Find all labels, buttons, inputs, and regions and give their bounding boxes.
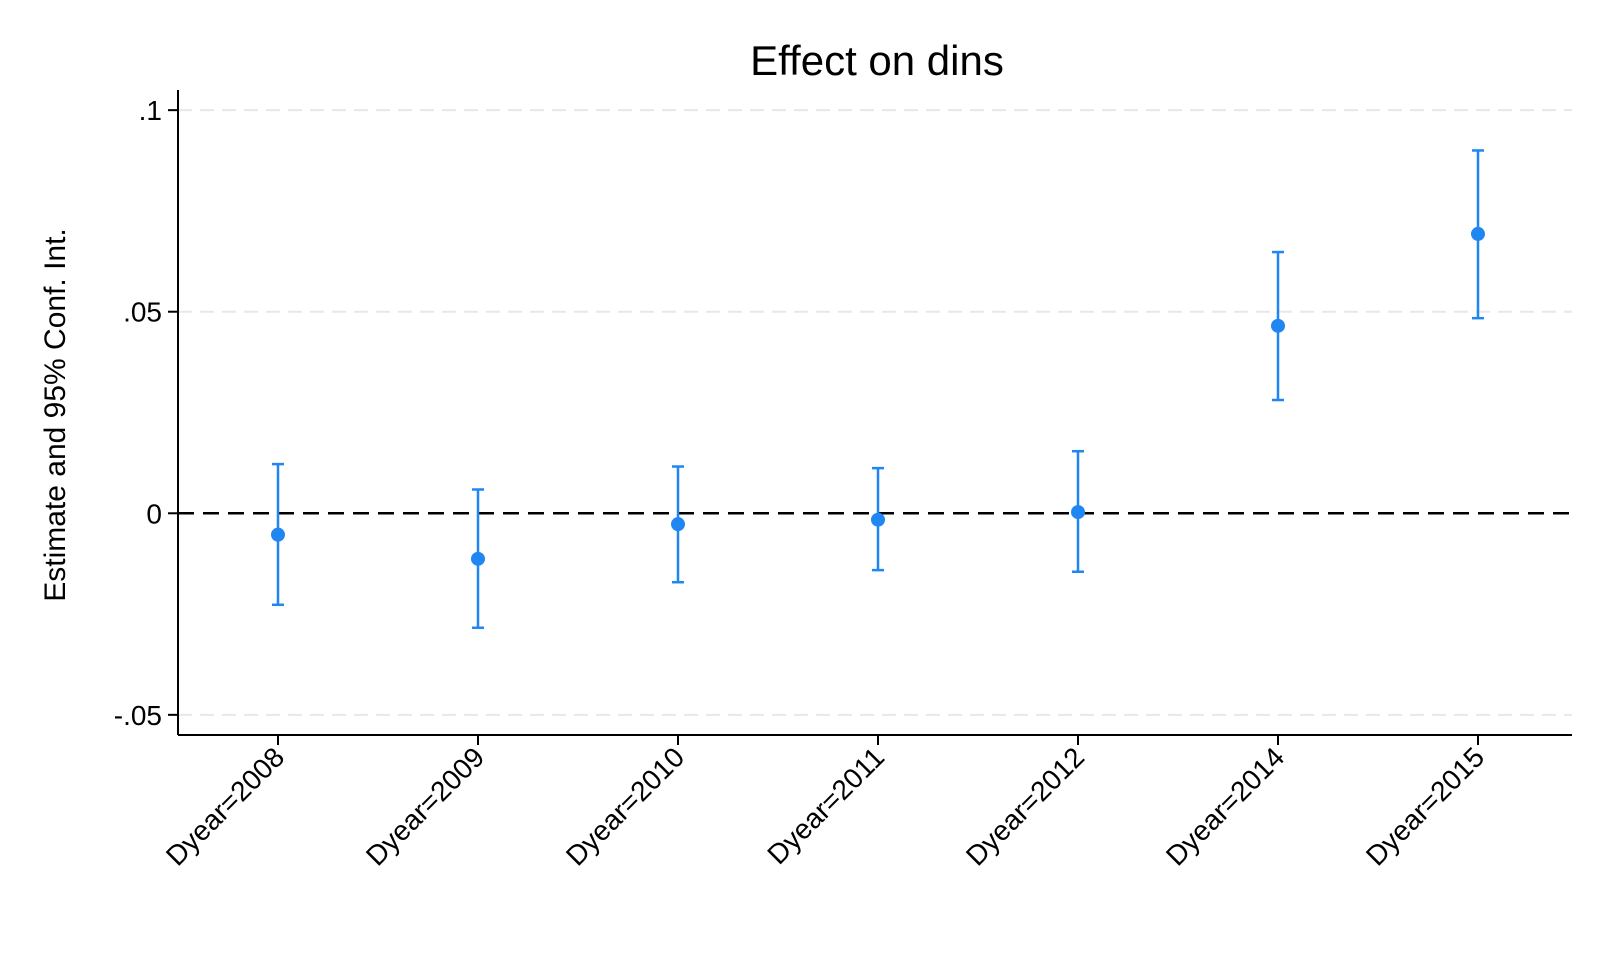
y-tick-label: .1 <box>139 95 162 126</box>
error-bar-Dyear=2012 <box>1071 449 1085 573</box>
x-tick-label: Dyear=2009 <box>360 741 490 871</box>
estimate-point <box>271 527 285 542</box>
error-bar-Dyear=2009 <box>471 488 485 630</box>
y-tick-label: -.05 <box>114 700 162 731</box>
error-bar-Dyear=2011 <box>871 466 885 572</box>
x-tick-label: Dyear=2010 <box>560 741 690 871</box>
y-tick-label: 0 <box>146 498 162 529</box>
y-tick-label: .05 <box>123 297 162 328</box>
x-tick-label: Dyear=2012 <box>960 741 1090 871</box>
error-bar-Dyear=2008 <box>271 462 285 607</box>
estimate-point <box>1071 505 1085 520</box>
y-axis-label: Estimate and 95% Conf. Int. <box>39 228 72 602</box>
error-bar-Dyear=2015 <box>1471 149 1485 320</box>
estimate-point <box>1271 318 1285 333</box>
error-bar-Dyear=2010 <box>671 465 685 584</box>
x-tick-label: Dyear=2011 <box>761 741 890 870</box>
axes <box>168 90 1572 745</box>
tick-labels: -.05 0 .05 .1 Dyear=2008 Dyear=2009 Dyear=2010… <box>114 95 1490 872</box>
estimate-point <box>671 517 685 532</box>
grid-lines <box>178 109 1572 716</box>
chart-title: Effect on dins <box>750 37 1004 84</box>
x-tick-label: Dyear=2014 <box>1160 741 1290 871</box>
error-bar-Dyear=2014 <box>1271 250 1285 402</box>
x-tick-label: Dyear=2015 <box>1360 741 1490 871</box>
estimate-point <box>1471 226 1485 241</box>
data-marks <box>271 149 1485 630</box>
estimate-point <box>471 551 485 566</box>
x-tick-label: Dyear=2008 <box>160 741 290 871</box>
estimate-point <box>871 512 885 527</box>
